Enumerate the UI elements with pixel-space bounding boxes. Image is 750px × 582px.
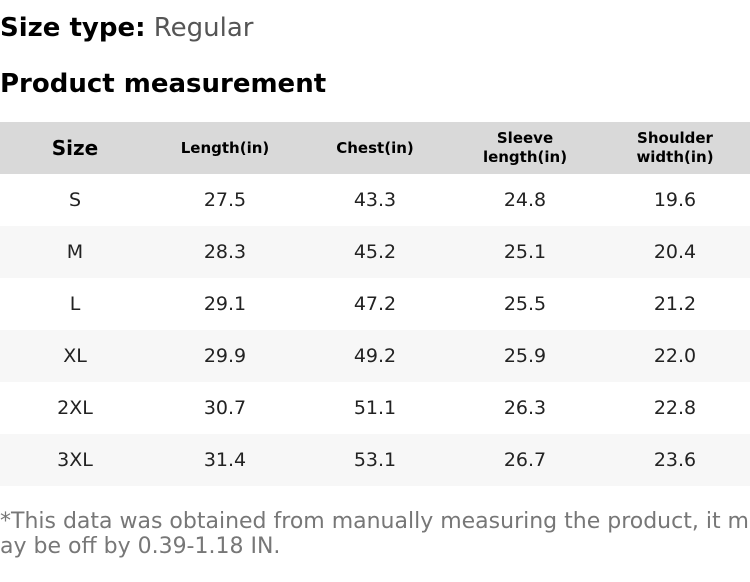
table-cell: 24.8 [503,189,547,211]
column-header-text: Size [51,135,99,160]
table-cell: S [68,189,82,211]
footnote: *This data was obtained from manually me… [0,509,749,559]
column-header: Size [0,122,150,174]
measurement-table: Size Length(in) Chest(in) Sleeve length(in)… [0,122,750,486]
size-type: Size type: Regular [0,12,253,44]
table-cell: 25.9 [450,330,600,382]
table-cell: 23.6 [600,434,750,486]
table-cell: 3XL [0,434,150,486]
table-cell: 49.2 [300,330,450,382]
table-row: 2XL 30.7 51.1 26.3 22.8 [0,382,750,434]
table-row: XL 29.9 49.2 25.9 22.0 [0,330,750,382]
table-cell: 2XL [57,397,93,419]
table-cell: 22.8 [653,397,697,419]
table-cell: 28.3 [150,226,300,278]
table-cell: 26.3 [503,397,547,419]
column-header-text: Shoulder width(in) [636,129,714,166]
column-header-text: Chest(in) [336,138,414,157]
table-cell: 47.2 [353,293,397,315]
table-cell: 51.1 [353,397,397,419]
table-cell: 43.3 [353,189,397,211]
table-cell: 29.1 [203,293,247,315]
column-header: Chest(in) [300,122,450,174]
column-header: Length(in) [150,122,300,174]
table-cell: 53.1 [300,434,450,486]
table-cell: 22.0 [600,330,750,382]
section-title: Product measurement [0,69,327,99]
size-type-value: Regular [153,13,254,43]
table-cell: 27.5 [203,189,247,211]
table-cell: L [69,293,81,315]
table-cell: 45.2 [300,226,450,278]
table-cell: 29.9 [150,330,300,382]
table-cell: 20.4 [600,226,750,278]
table-row: M 28.3 45.2 25.1 20.4 [0,226,750,278]
table-cell: 31.4 [150,434,300,486]
table-row: S 27.5 43.3 24.8 19.6 [0,174,750,226]
size-type-label: Size type: [0,13,146,43]
column-header-text: Sleeve length(in) [482,129,568,166]
table-cell: 21.2 [653,293,697,315]
column-header-text: Length(in) [180,138,270,157]
table-cell: 30.7 [203,397,247,419]
table-cell: 25.1 [450,226,600,278]
table-cell: M [0,226,150,278]
column-header: Shoulder width(in) [600,122,750,174]
header-row: Size Length(in) Chest(in) Sleeve length(in)… [0,122,750,174]
table-row: L 29.1 47.2 25.5 21.2 [0,278,750,330]
table-row: 3XL 31.4 53.1 26.7 23.6 [0,434,750,486]
table-cell: 25.5 [503,293,547,315]
column-header: Sleeve length(in) [450,122,600,174]
table-cell: 26.7 [450,434,600,486]
table-cell: XL [0,330,150,382]
table-cell: 19.6 [653,189,697,211]
